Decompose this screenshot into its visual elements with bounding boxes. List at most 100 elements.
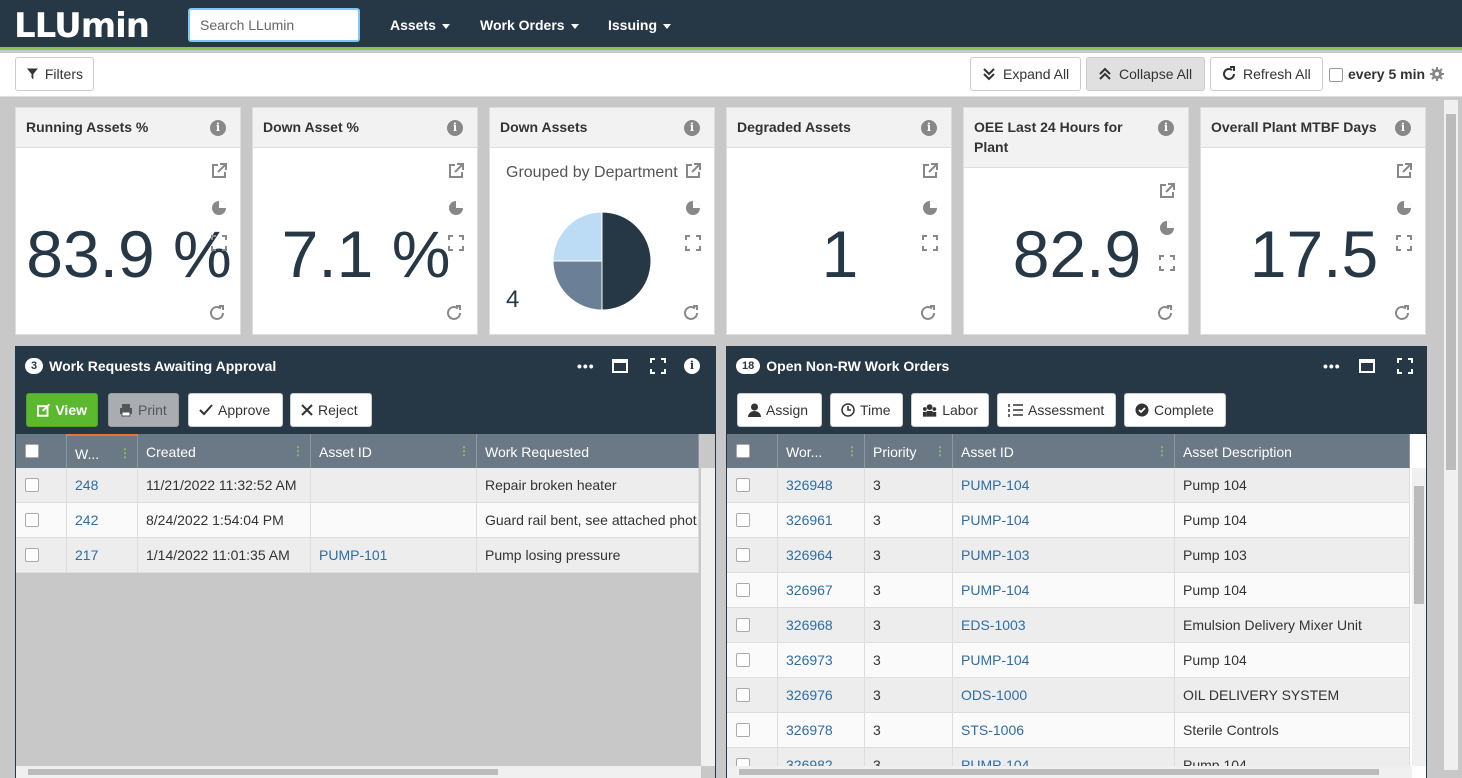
info-icon[interactable]: i (684, 120, 700, 136)
row-checkbox[interactable] (736, 618, 750, 632)
work-request-id-link[interactable]: 242 (67, 503, 138, 537)
pie-slice-2[interactable] (552, 211, 603, 262)
asset-id-link[interactable]: STS-1006 (953, 713, 1175, 747)
table-row[interactable]: 217 1/14/2022 11:01:35 AM PUMP-101 Pump … (16, 538, 699, 573)
column-menu-icon[interactable]: ⋮ (846, 444, 858, 458)
column-menu-icon[interactable]: ⋮ (934, 444, 946, 458)
table-row[interactable]: 326976 3 ODS-1000 OIL DELIVERY SYSTEM (727, 678, 1410, 713)
auto-refresh-checkbox[interactable] (1329, 68, 1343, 82)
table-row[interactable]: 326968 3 EDS-1003 Emulsion Delivery Mixe… (727, 608, 1410, 643)
scrollbar-thumb[interactable] (28, 769, 498, 775)
more-options-icon[interactable]: ••• (1323, 358, 1341, 374)
down-assets-pie-chart[interactable] (552, 211, 652, 311)
column-header-asset-id[interactable]: Asset ID ⋮ (953, 434, 1175, 468)
column-header-work-request[interactable]: W... ⋮ (67, 434, 138, 468)
refresh-icon[interactable] (682, 304, 700, 322)
fullscreen-icon[interactable] (447, 234, 465, 270)
row-checkbox[interactable] (736, 478, 750, 492)
refresh-icon[interactable] (445, 304, 463, 322)
column-menu-icon[interactable]: ⋮ (119, 446, 131, 460)
info-icon[interactable]: i (447, 120, 463, 136)
table-row[interactable]: 326978 3 STS-1006 Sterile Controls (727, 713, 1410, 748)
fullscreen-icon[interactable] (210, 234, 228, 270)
info-icon[interactable]: i (684, 358, 700, 374)
llumin-logo[interactable]: LLUmin (14, 6, 150, 46)
grid-horizontal-scrollbar[interactable] (16, 766, 701, 778)
row-checkbox[interactable] (25, 548, 39, 562)
table-row[interactable]: 326967 3 PUMP-104 Pump 104 (727, 573, 1410, 608)
fullscreen-icon[interactable] (921, 234, 939, 270)
asset-id-link[interactable]: PUMP-104 (953, 643, 1175, 677)
external-link-icon[interactable] (684, 162, 702, 198)
asset-id-link[interactable]: PUMP-104 (953, 573, 1175, 607)
grid-vertical-scrollbar[interactable] (1412, 468, 1426, 766)
refresh-all-button[interactable]: Refresh All (1210, 57, 1323, 91)
work-order-id-link[interactable]: 326968 (778, 608, 865, 642)
scrollbar-thumb[interactable] (739, 769, 1379, 775)
approve-button[interactable]: Approve (188, 393, 283, 427)
asset-id-link[interactable]: PUMP-104 (953, 503, 1175, 537)
scrollbar-thumb[interactable] (1414, 486, 1424, 604)
work-order-id-link[interactable]: 326948 (778, 468, 865, 502)
asset-id-link[interactable]: EDS-1003 (953, 608, 1175, 642)
row-checkbox[interactable] (25, 513, 39, 527)
expand-all-button[interactable]: Expand All (970, 57, 1081, 91)
column-header-work-order[interactable]: Wor... ⋮ (778, 434, 865, 468)
refresh-icon[interactable] (919, 304, 937, 322)
page-scrollbar-thumb[interactable] (1446, 114, 1456, 470)
row-checkbox[interactable] (25, 478, 39, 492)
table-row[interactable]: 326961 3 PUMP-104 Pump 104 (727, 503, 1410, 538)
column-header-priority[interactable]: Priority ⋮ (865, 434, 953, 468)
info-icon[interactable]: i (210, 120, 226, 136)
page-scrollbar[interactable] (1444, 100, 1458, 770)
column-header-created[interactable]: Created ⋮ (138, 434, 311, 468)
reject-button[interactable]: Reject (290, 393, 372, 427)
pie-chart-icon[interactable] (210, 198, 228, 234)
maximize-window-icon[interactable] (612, 358, 628, 374)
nav-menu-issuing[interactable]: Issuing (608, 17, 672, 33)
fullscreen-icon[interactable] (684, 234, 702, 270)
row-checkbox[interactable] (736, 688, 750, 702)
labor-button[interactable]: Labor (911, 393, 989, 427)
pie-slice-1[interactable] (552, 260, 603, 311)
fullscreen-icon[interactable] (1158, 254, 1176, 290)
column-menu-icon[interactable]: ⋮ (292, 444, 304, 458)
time-button[interactable]: Time (830, 393, 903, 427)
asset-id-link[interactable]: PUMP-104 (953, 468, 1175, 502)
info-icon[interactable]: i (1158, 120, 1174, 136)
grid-vertical-scrollbar[interactable] (701, 468, 715, 766)
table-row[interactable]: 242 8/24/2022 1:54:04 PM Guard rail bent… (16, 503, 699, 538)
pie-chart-icon[interactable] (1158, 218, 1176, 254)
asset-id-link[interactable]: PUMP-101 (311, 538, 477, 572)
view-button[interactable]: View (26, 393, 98, 427)
gear-icon[interactable] (1430, 67, 1444, 81)
complete-button[interactable]: Complete (1124, 393, 1226, 427)
work-order-id-link[interactable]: 326973 (778, 643, 865, 677)
asset-id-link[interactable]: PUMP-103 (953, 538, 1175, 572)
refresh-icon[interactable] (208, 304, 226, 322)
work-request-id-link[interactable]: 217 (67, 538, 138, 572)
grid-horizontal-scrollbar[interactable] (727, 766, 1412, 778)
work-order-id-link[interactable]: 326967 (778, 573, 865, 607)
asset-id-link[interactable] (311, 468, 477, 502)
info-icon[interactable]: i (1395, 120, 1411, 136)
work-order-id-link[interactable]: 326978 (778, 713, 865, 747)
fullscreen-icon[interactable] (1397, 358, 1413, 374)
column-menu-icon[interactable]: ⋮ (1156, 444, 1168, 458)
fullscreen-icon[interactable] (1395, 234, 1413, 270)
column-header-work-requested[interactable]: Work Requested (477, 434, 699, 468)
external-link-icon[interactable] (1158, 182, 1176, 218)
assessment-button[interactable]: Assessment (997, 393, 1116, 427)
refresh-icon[interactable] (1393, 304, 1411, 322)
assign-button[interactable]: Assign (737, 393, 822, 427)
search-input[interactable] (188, 8, 360, 42)
work-order-id-link[interactable]: 326961 (778, 503, 865, 537)
filters-button[interactable]: Filters (15, 57, 94, 91)
collapse-all-button[interactable]: Collapse All (1086, 57, 1205, 91)
external-link-icon[interactable] (921, 162, 939, 198)
print-button[interactable]: Print (108, 393, 179, 427)
fullscreen-icon[interactable] (650, 358, 666, 374)
external-link-icon[interactable] (447, 162, 465, 198)
external-link-icon[interactable] (1395, 162, 1413, 198)
column-menu-icon[interactable]: ⋮ (458, 444, 470, 458)
